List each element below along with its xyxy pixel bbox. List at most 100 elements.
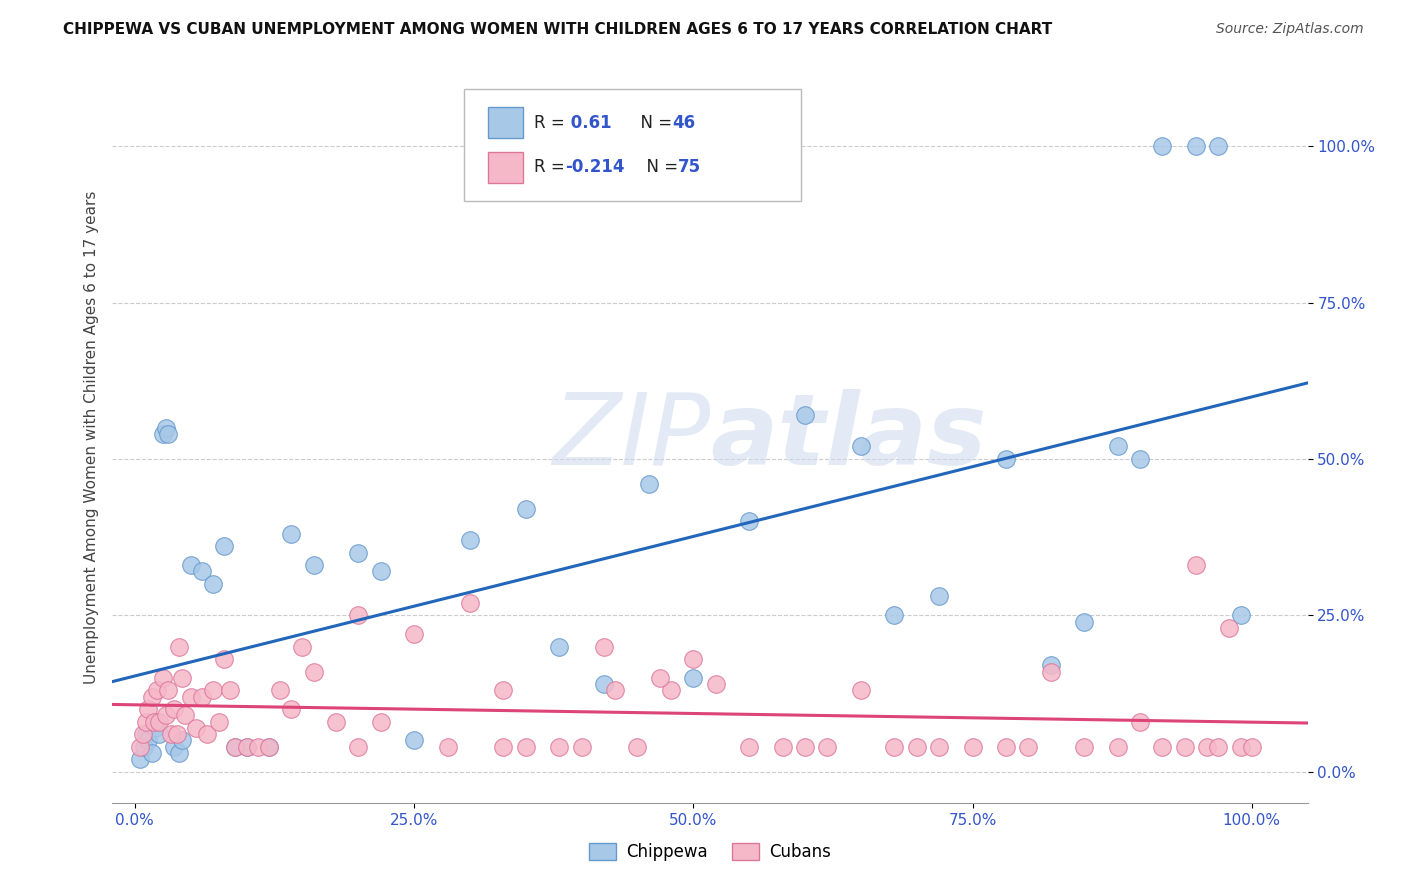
Point xyxy=(962,739,984,754)
Point xyxy=(492,683,515,698)
Point xyxy=(224,739,246,754)
Point xyxy=(1185,139,1208,153)
Point xyxy=(141,746,163,760)
Point xyxy=(637,477,659,491)
Point xyxy=(302,665,325,679)
Point xyxy=(141,690,163,704)
Text: ZIP: ZIP xyxy=(551,389,710,485)
Point xyxy=(159,727,181,741)
Point xyxy=(235,739,257,754)
Point xyxy=(212,540,235,554)
Point xyxy=(146,714,169,729)
Point xyxy=(738,739,761,754)
Point xyxy=(1073,615,1095,629)
Point xyxy=(1073,739,1095,754)
Point xyxy=(370,565,392,579)
Point xyxy=(191,565,214,579)
Point xyxy=(169,640,191,654)
Point xyxy=(1107,739,1129,754)
Point xyxy=(1039,658,1062,673)
Point xyxy=(928,590,950,604)
Point xyxy=(246,739,269,754)
Point xyxy=(136,733,159,747)
Point xyxy=(492,739,515,754)
Point xyxy=(280,702,302,716)
Point xyxy=(772,739,794,754)
Point xyxy=(180,558,202,573)
Point xyxy=(135,714,157,729)
Point xyxy=(135,727,157,741)
Point xyxy=(347,546,370,560)
Point xyxy=(849,683,872,698)
Point xyxy=(1107,440,1129,454)
Point xyxy=(402,733,425,747)
Point xyxy=(1229,608,1251,623)
Point xyxy=(738,515,761,529)
Point xyxy=(905,739,928,754)
Text: Source: ZipAtlas.com: Source: ZipAtlas.com xyxy=(1216,22,1364,37)
Point xyxy=(291,640,314,654)
Point xyxy=(995,739,1018,754)
Point xyxy=(1197,739,1219,754)
Point xyxy=(132,739,155,754)
Point xyxy=(201,577,224,591)
Point xyxy=(626,739,648,754)
Point xyxy=(146,683,169,698)
Text: -0.214: -0.214 xyxy=(565,158,624,177)
Point xyxy=(257,739,280,754)
Point xyxy=(131,727,153,741)
Point xyxy=(682,671,704,685)
Text: 0.61: 0.61 xyxy=(565,113,612,132)
Point xyxy=(1152,139,1174,153)
Text: N =: N = xyxy=(630,113,678,132)
Point xyxy=(370,714,392,729)
Point xyxy=(515,739,537,754)
Point xyxy=(157,683,180,698)
Point xyxy=(1129,714,1152,729)
Point xyxy=(794,408,817,422)
Point xyxy=(883,608,905,623)
Point xyxy=(1206,739,1229,754)
Point xyxy=(197,727,219,741)
Point xyxy=(458,596,481,610)
Point xyxy=(224,739,246,754)
Text: N =: N = xyxy=(636,158,683,177)
Point xyxy=(235,739,257,754)
Point xyxy=(170,671,193,685)
Point xyxy=(436,739,458,754)
Legend: Chippewa, Cubans: Chippewa, Cubans xyxy=(582,836,838,868)
Point xyxy=(207,714,229,729)
Point xyxy=(148,727,170,741)
Text: CHIPPEWA VS CUBAN UNEMPLOYMENT AMONG WOMEN WITH CHILDREN AGES 6 TO 17 YEARS CORR: CHIPPEWA VS CUBAN UNEMPLOYMENT AMONG WOM… xyxy=(63,22,1053,37)
Point xyxy=(257,739,280,754)
Point xyxy=(347,608,370,623)
Point xyxy=(1174,739,1197,754)
Y-axis label: Unemployment Among Women with Children Ages 6 to 17 years: Unemployment Among Women with Children A… xyxy=(83,190,98,684)
Text: 46: 46 xyxy=(672,113,695,132)
Point xyxy=(1185,558,1208,573)
Point xyxy=(174,708,197,723)
Text: R =: R = xyxy=(534,113,571,132)
Point xyxy=(1039,665,1062,679)
Point xyxy=(212,652,235,666)
Point xyxy=(191,690,214,704)
Point xyxy=(995,452,1018,467)
Point xyxy=(163,739,186,754)
Point xyxy=(883,739,905,754)
Point xyxy=(849,440,872,454)
Point xyxy=(402,627,425,641)
Point xyxy=(1240,739,1263,754)
Point xyxy=(325,714,347,729)
Point xyxy=(704,677,727,691)
Point xyxy=(201,683,224,698)
Point xyxy=(815,739,838,754)
Point xyxy=(1152,739,1174,754)
Point xyxy=(186,721,208,735)
Point xyxy=(269,683,291,698)
Point xyxy=(928,739,950,754)
Point xyxy=(166,727,188,741)
Point xyxy=(129,739,152,754)
Point xyxy=(148,714,170,729)
Point xyxy=(163,702,186,716)
Point xyxy=(155,708,177,723)
